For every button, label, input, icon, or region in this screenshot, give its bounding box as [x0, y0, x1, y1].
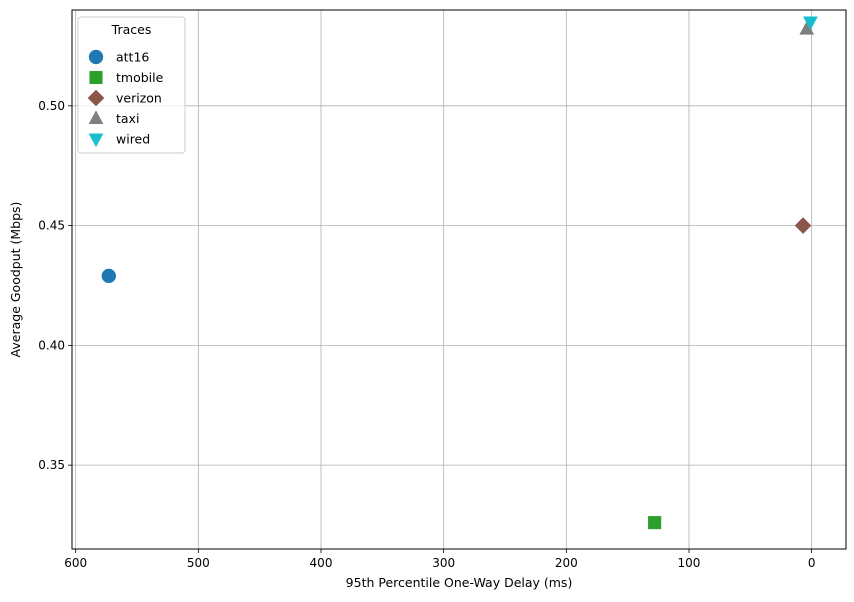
legend-label-taxi: taxi [116, 111, 139, 126]
legend-marker-att16 [88, 49, 104, 65]
x-tick-label: 200 [555, 556, 578, 570]
y-tick-label: 0.35 [38, 458, 65, 472]
legend-entries: att16 tmobile verizon taxi wired [87, 49, 164, 148]
y-axis-label: Average Goodput (Mbps) [8, 202, 23, 358]
legend-title: Traces [111, 22, 152, 37]
legend-box [77, 16, 186, 154]
legend-marker-taxi [88, 110, 104, 124]
data-point-tmobile [648, 516, 662, 530]
x-tick-label: 600 [64, 556, 87, 570]
data-points [101, 16, 818, 530]
data-point-verizon [794, 217, 812, 235]
y-tick-label: 0.50 [38, 99, 65, 113]
legend-marker-tmobile [89, 70, 103, 85]
data-point-att16 [101, 268, 117, 284]
y-tick-label: 0.45 [38, 219, 65, 233]
legend: Traces att16 tmobile verizon taxi wired [77, 16, 186, 154]
legend-label-tmobile: tmobile [116, 70, 164, 85]
legend-label-wired: wired [116, 132, 150, 147]
x-tick-label: 500 [187, 556, 210, 570]
plot-area [71, 9, 847, 550]
x-tick-label: 400 [310, 556, 333, 570]
axis-ticks: 600 500 400 300 200 100 0 0.35 0.40 0.45 0.50 [38, 99, 815, 570]
x-tick-label: 0 [808, 556, 816, 570]
legend-label-verizon: verizon [116, 91, 162, 106]
data-point-wired [803, 16, 818, 31]
legend-marker-wired [88, 133, 104, 148]
grid [72, 10, 846, 549]
legend-label-att16: att16 [116, 50, 149, 65]
x-tick-label: 100 [678, 556, 701, 570]
y-tick-label: 0.40 [38, 338, 65, 352]
legend-marker-verizon [87, 89, 105, 107]
x-axis-label: 95th Percentile One-Way Delay (ms) [346, 575, 573, 590]
x-tick-label: 300 [432, 556, 455, 570]
